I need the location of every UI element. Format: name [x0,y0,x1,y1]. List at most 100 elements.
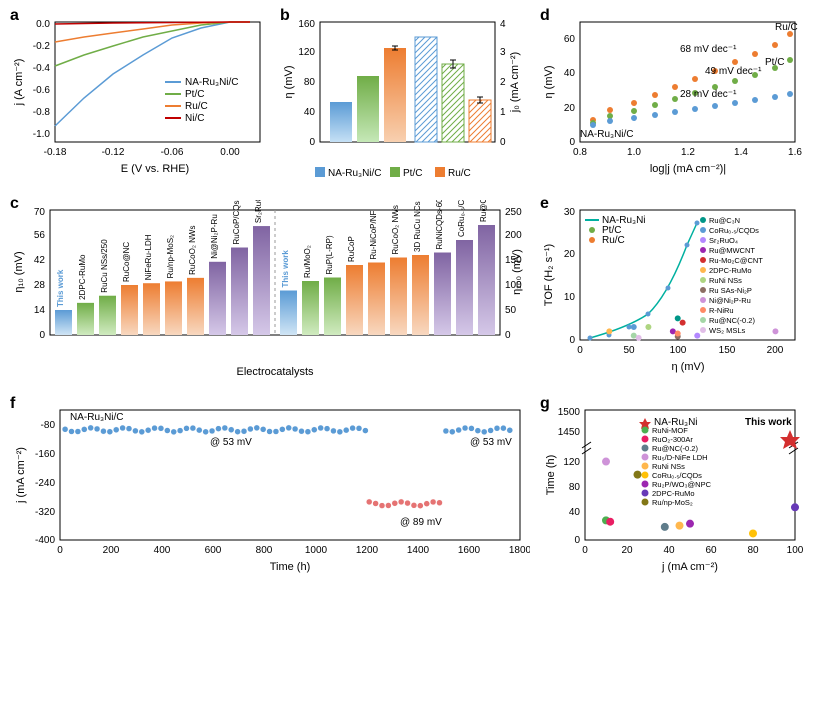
svg-text:RuNi-MOF: RuNi-MOF [652,426,688,435]
panel-c: c 0 14 28 42 56 70 0 50 100 150 200 250 [10,200,530,380]
svg-text:CoRu₀.₅/CQDs: CoRu₀.₅/CQDs [457,200,466,237]
svg-text:Ru/C: Ru/C [185,101,208,112]
svg-text:RuCo@NC: RuCo@NC [122,242,131,282]
svg-text:0.0: 0.0 [36,19,50,30]
svg-text:-320: -320 [35,507,55,518]
svg-text:Ni/C: Ni/C [185,113,204,124]
svg-text:Ni@Ni₂P-Ru: Ni@Ni₂P-Ru [210,214,219,259]
svg-text:Ru/np-MoS₂: Ru/np-MoS₂ [166,235,175,279]
panel-b-label: b [280,7,290,25]
svg-text:0: 0 [57,545,63,556]
svg-text:RuNiCQDs-600: RuNiCQDs-600 [435,200,444,250]
svg-text:-160: -160 [35,449,55,460]
svg-text:1.2: 1.2 [681,147,695,158]
svg-text:-240: -240 [35,478,55,489]
svg-text:0: 0 [500,137,506,148]
svg-text:600: 600 [205,545,222,556]
svg-text:WS₂ MSLs: WS₂ MSLs [709,326,745,335]
panel-g-svg: 1500 1450 120 80 40 0 0 20 40 60 80 100 … [540,400,805,575]
svg-text:@ 53 mV: @ 53 mV [210,437,252,448]
svg-text:200: 200 [103,545,120,556]
svg-text:RuO₂-300Ar: RuO₂-300Ar [652,435,693,444]
svg-text:CoRu₀.₅/CQDs: CoRu₀.₅/CQDs [709,226,759,235]
panel-f-label: f [10,395,15,413]
svg-text:50: 50 [505,305,517,316]
svg-text:RuCu NSs/250: RuCu NSs/250 [100,239,109,293]
svg-text:log|j (mA cm⁻²)|: log|j (mA cm⁻²)| [650,163,726,175]
svg-text:20: 20 [564,249,576,260]
svg-text:j (mA cm⁻²): j (mA cm⁻²) [661,561,718,573]
svg-text:This work: This work [56,269,65,307]
svg-text:Ru₅/D-NiFe LDH: Ru₅/D-NiFe LDH [652,453,708,462]
svg-text:η (mV): η (mV) [283,66,295,99]
svg-text:η₁₀ (mV): η₁₀ (mV) [13,251,25,292]
svg-text:-400: -400 [35,535,55,546]
panel-d-svg: 0 20 40 60 0.8 1.0 1.2 1.4 1.6 68 mV dec… [540,12,805,177]
svg-text:1800: 1800 [509,545,530,556]
svg-text:NA-Ru₃Ni/C: NA-Ru₃Ni/C [185,77,239,88]
svg-text:68 mV dec⁻¹: 68 mV dec⁻¹ [680,44,737,55]
svg-text:NA-Ru₃Ni/C: NA-Ru₃Ni/C [580,129,634,140]
svg-text:1400: 1400 [407,545,430,556]
panel-g: g 1500 1450 120 80 40 0 0 20 40 60 80 10… [540,400,805,575]
svg-text:0: 0 [574,535,580,546]
panel-c-svg: 0 14 28 42 56 70 0 50 100 150 200 250 Th… [10,200,530,380]
svg-text:150: 150 [719,345,736,356]
svg-text:400: 400 [154,545,171,556]
svg-text:0: 0 [582,545,588,556]
svg-text:20: 20 [564,103,576,114]
svg-text:Ni@Ni₂P-Ru: Ni@Ni₂P-Ru [709,296,751,305]
svg-text:250: 250 [505,207,522,218]
svg-text:3D RuCu NCs: 3D RuCu NCs [413,201,422,252]
svg-text:Pt/C: Pt/C [403,168,422,179]
svg-text:1.4: 1.4 [734,147,748,158]
svg-text:NA-Ru₃Ni/C: NA-Ru₃Ni/C [70,412,124,423]
svg-text:0: 0 [577,345,583,356]
svg-text:Pt/C: Pt/C [765,57,784,68]
svg-text:j (A cm⁻²): j (A cm⁻²) [13,59,25,107]
svg-text:η₁₀₀ (mV): η₁₀₀ (mV) [511,249,523,295]
svg-text:-1.0: -1.0 [33,129,51,140]
panel-f-svg: -80 -160 -240 -320 -400 0 200 400 600 80… [10,400,530,575]
svg-text:1.0: 1.0 [627,147,641,158]
svg-text:-80: -80 [41,420,56,431]
panel-d-label: d [540,7,550,25]
svg-text:Sr₂RuO₄: Sr₂RuO₄ [709,236,738,245]
svg-text:100: 100 [787,545,804,556]
svg-text:Pt/C: Pt/C [185,89,204,100]
svg-text:-0.06: -0.06 [161,147,184,158]
svg-text:NA-Ru₃Ni/C: NA-Ru₃Ni/C [328,168,382,179]
svg-text:-0.12: -0.12 [102,147,125,158]
svg-text:1000: 1000 [305,545,328,556]
svg-text:60: 60 [564,34,576,45]
panel-e-svg: 0 10 20 30 0 50 100 150 200 NA-Ru₃Ni Pt/… [540,200,805,380]
svg-text:-0.8: -0.8 [33,107,51,118]
panel-a-svg: 0.0 -0.2 -0.4 -0.6 -0.8 -1.0 -0.18 -0.12… [10,12,270,177]
svg-text:60: 60 [705,545,717,556]
panel-c-label: c [10,195,19,213]
svg-text:-0.2: -0.2 [33,41,51,52]
svg-text:Electrocatalysts: Electrocatalysts [236,366,314,378]
svg-text:3: 3 [500,47,506,58]
svg-text:70: 70 [34,207,46,218]
svg-text:Ru/C: Ru/C [775,22,798,33]
svg-text:20: 20 [621,545,633,556]
svg-text:0.8: 0.8 [573,147,587,158]
svg-text:@ 89 mV: @ 89 mV [400,517,442,528]
svg-text:Ru@CQDs480: Ru@CQDs480 [479,200,488,222]
panel-b: b 0 40 80 120 160 0 1 2 3 4 [280,12,530,192]
panel-a-label: a [10,7,19,25]
svg-text:120: 120 [298,47,315,58]
svg-text:56: 56 [34,230,46,241]
svg-text:14: 14 [34,305,46,316]
panel-a: a 0.0 -0.2 -0.4 -0.6 -0.8 -1.0 -0.18 -0.… [10,12,270,177]
svg-text:100: 100 [670,345,687,356]
svg-text:80: 80 [569,482,581,493]
svg-text:Ru/np-MoS₂: Ru/np-MoS₂ [652,498,693,507]
svg-text:RuNi NSs: RuNi NSs [652,462,685,471]
svg-text:40: 40 [304,107,316,118]
svg-text:2DPC-RuMo: 2DPC-RuMo [709,266,752,275]
svg-text:120: 120 [563,457,580,468]
svg-text:RuNi NSs: RuNi NSs [709,276,742,285]
svg-text:0: 0 [309,137,315,148]
